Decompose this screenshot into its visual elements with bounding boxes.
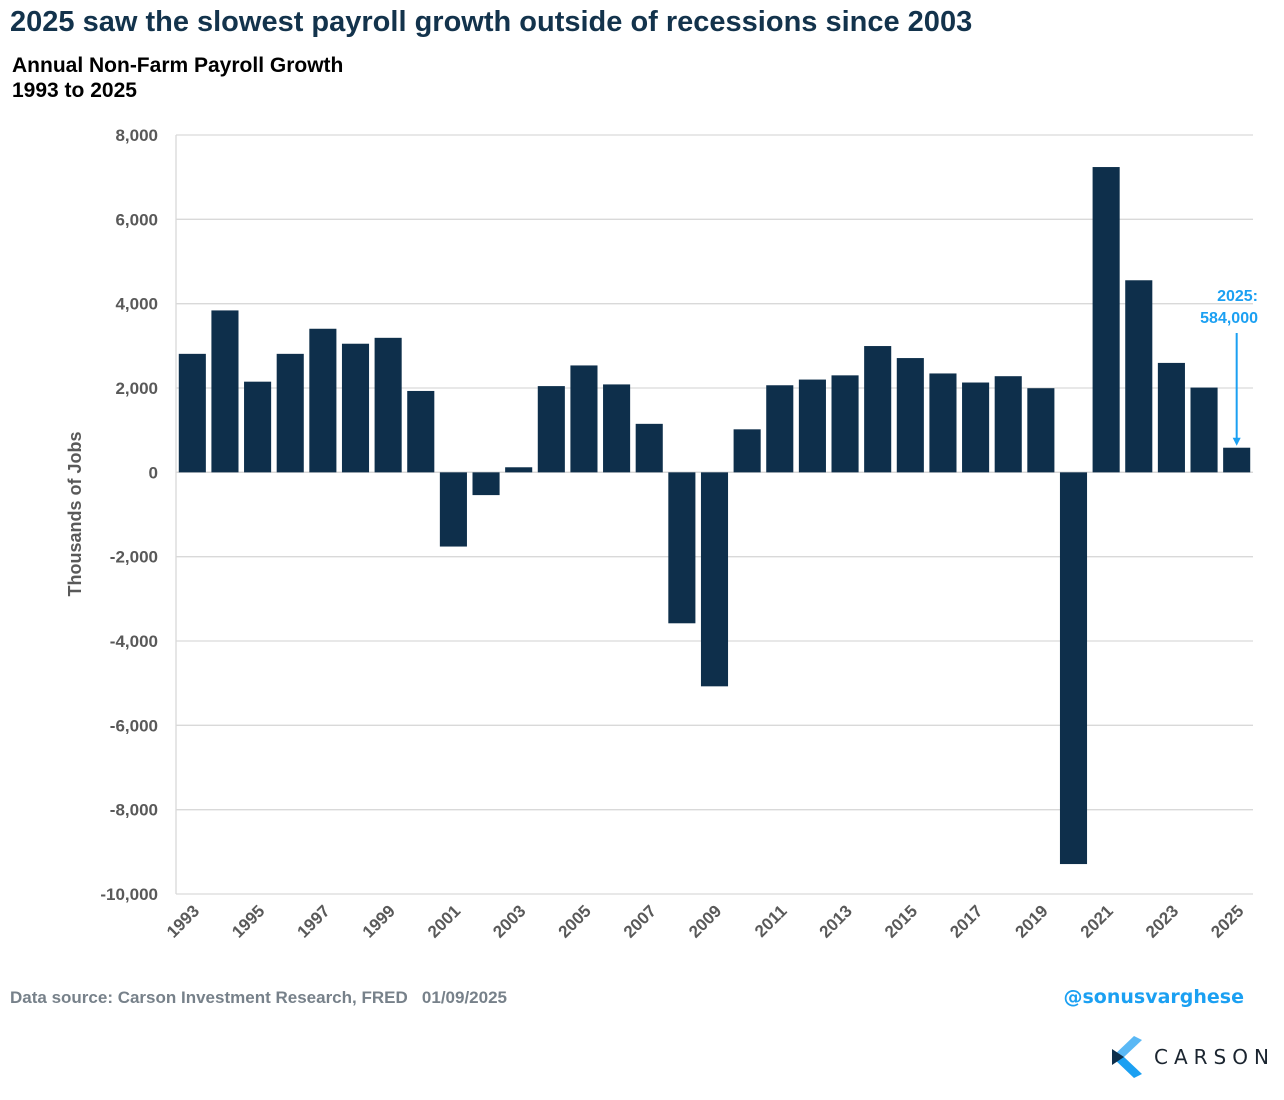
bar-2018: [994, 376, 1022, 473]
annotation-label-line2: 584,000: [1200, 310, 1258, 327]
x-tick-label: 1997: [294, 901, 334, 941]
bar-2015: [896, 358, 924, 473]
bar-1997: [309, 328, 337, 473]
carson-logo-icon: [1112, 1036, 1142, 1078]
bar-2005: [570, 365, 598, 473]
x-tick-label: 2015: [881, 901, 921, 941]
bar-1999: [374, 337, 402, 473]
bar-2011: [766, 385, 794, 473]
y-tick-label: -2,000: [110, 548, 158, 567]
bar-2008: [668, 472, 696, 624]
bar-2019: [1027, 388, 1055, 473]
author-handle[interactable]: @sonusvarghese: [1063, 986, 1244, 1008]
bar-2017: [962, 382, 990, 473]
x-tick-label: 2011: [751, 901, 791, 941]
y-tick-label: 2,000: [115, 379, 158, 398]
y-tick-label: -6,000: [110, 716, 158, 735]
x-tick-label: 1995: [228, 901, 268, 941]
y-tick-label: -10,000: [100, 885, 158, 904]
y-tick-label: 4,000: [115, 295, 158, 314]
x-tick-label: 2025: [1207, 901, 1247, 941]
bar-2002: [472, 472, 500, 496]
bars: [178, 167, 1251, 865]
y-tick-label: -8,000: [110, 801, 158, 820]
x-tick-label: 2003: [489, 901, 529, 941]
x-tick-label: 2009: [685, 901, 725, 941]
data-source: Data source: Carson Investment Research,…: [10, 988, 507, 1007]
y-tick-label: 8,000: [115, 126, 158, 145]
bar-1994: [211, 310, 239, 473]
y-tick-label: 0: [149, 463, 158, 482]
bar-2012: [798, 379, 826, 473]
y-axis-label: Thousands of Jobs: [65, 431, 85, 596]
bar-2006: [603, 384, 631, 473]
bar-2009: [700, 472, 729, 687]
bar-2020: [1059, 472, 1088, 865]
bar-2000: [407, 390, 435, 473]
chart-title: 2025 saw the slowest payroll growth outs…: [10, 6, 973, 38]
bar-1998: [341, 343, 370, 473]
bar-2001: [439, 472, 467, 547]
bar-2023: [1157, 362, 1185, 473]
annotation-arrowhead-icon: [1232, 437, 1241, 446]
x-tick-label: 2023: [1142, 901, 1182, 941]
subtitle-line-2: 1993 to 2025: [12, 79, 137, 102]
annotation-label-line1: 2025:: [1217, 288, 1258, 305]
bar-2003: [505, 467, 533, 473]
carson-logo: CARSON: [1112, 1036, 1275, 1078]
bar-1996: [276, 353, 304, 473]
x-tick-label: 2019: [1012, 901, 1052, 941]
annotation-2025: 2025: 584,000: [1200, 288, 1258, 446]
bar-2025: [1223, 447, 1251, 473]
bar-2024: [1190, 387, 1218, 473]
y-tick-label: 6,000: [115, 210, 158, 229]
carson-logo-text: CARSON: [1154, 1045, 1275, 1069]
x-tick-label: 2007: [620, 901, 660, 941]
x-tick-label: 2017: [946, 901, 986, 941]
bar-2007: [635, 423, 663, 473]
bar-2010: [733, 429, 761, 473]
bar-1993: [178, 353, 206, 473]
bar-2021: [1092, 167, 1120, 473]
bar-2004: [537, 386, 565, 473]
y-axis-ticks: 8,000 6,000 4,000 2,000 0 -2,000 -4,000 -6,000 -…: [100, 126, 158, 904]
chart-subtitle: Annual Non-Farm Payroll Growth 1993 to 2…: [12, 53, 343, 103]
x-tick-label: 2013: [816, 901, 856, 941]
bar-2016: [929, 373, 957, 473]
bar-1995: [244, 381, 272, 473]
x-tick-label: 1999: [359, 901, 399, 941]
x-tick-label: 1993: [163, 901, 203, 941]
bar-chart: 8,000 6,000 4,000 2,000 0 -2,000 -4,000 -6,000 -…: [65, 126, 1258, 942]
x-axis-ticks: 1993 1995 1997 1999 2001 2003 2005 2007 2009 2011…: [163, 901, 1248, 941]
y-tick-label: -4,000: [110, 632, 158, 651]
x-tick-label: 2001: [424, 901, 464, 941]
bar-2014: [864, 346, 892, 473]
bar-2022: [1125, 280, 1153, 473]
bar-2013: [831, 375, 859, 473]
x-tick-label: 2021: [1077, 901, 1117, 941]
subtitle-line-1: Annual Non-Farm Payroll Growth: [12, 54, 344, 77]
x-tick-label: 2005: [555, 901, 595, 941]
